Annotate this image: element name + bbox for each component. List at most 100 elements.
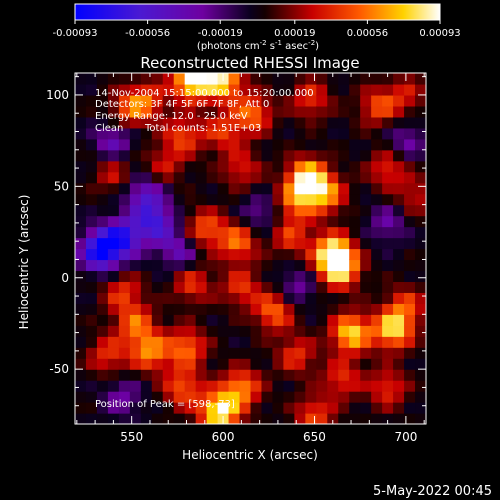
heatmap-cell (371, 204, 383, 217)
heatmap-cell (316, 73, 328, 85)
heatmap-cell (261, 73, 274, 85)
heatmap-cell (272, 325, 285, 337)
heatmap-cell (283, 171, 295, 184)
heatmap-cell (349, 127, 361, 140)
heatmap-cell (173, 380, 186, 392)
heatmap-cell (85, 127, 98, 140)
heatmap-cell (316, 380, 328, 392)
heatmap-cell (305, 347, 317, 359)
heatmap-cell (404, 259, 416, 272)
heatmap-cell (107, 182, 120, 195)
heatmap-cell (129, 237, 142, 250)
heatmap-cell (239, 391, 252, 403)
heatmap-cell (162, 83, 175, 96)
heatmap-cell (162, 94, 175, 107)
heatmap-cell (195, 204, 208, 217)
heatmap-cell (261, 149, 274, 162)
heatmap-cell (195, 73, 208, 85)
heatmap-cell (162, 182, 175, 195)
heatmap-cell (239, 215, 252, 228)
heatmap-cell (272, 182, 285, 195)
heatmap-cell (283, 138, 295, 151)
heatmap-cell (294, 204, 306, 217)
heatmap-cell (327, 358, 339, 370)
heatmap-cell (239, 325, 252, 337)
heatmap-cell (338, 413, 350, 424)
heatmap-cell (217, 358, 230, 370)
heatmap-cell (129, 281, 142, 293)
heatmap-cell (250, 303, 263, 315)
heatmap-cell (195, 336, 208, 348)
heatmap-cell (206, 402, 219, 414)
heatmap-cell (195, 358, 208, 370)
heatmap-cell (261, 292, 274, 304)
heatmap-cell (415, 314, 426, 326)
heatmap-cell (404, 127, 416, 140)
heatmap-cell (327, 259, 339, 272)
heatmap-cell (85, 259, 98, 272)
heatmap-cell (151, 292, 164, 304)
heatmap-cell (140, 127, 153, 140)
heatmap-cell (382, 402, 394, 414)
heatmap-cell (393, 358, 405, 370)
heatmap-cell (272, 292, 285, 304)
heatmap-cell (140, 402, 153, 414)
heatmap-cell (162, 380, 175, 392)
heatmap-cell (294, 73, 306, 85)
heatmap-cell (349, 73, 361, 85)
heatmap-cell (261, 270, 274, 283)
heatmap-cell (404, 391, 416, 403)
heatmap-cell (283, 358, 295, 370)
heatmap-cell (173, 281, 186, 293)
heatmap-cell (151, 127, 164, 140)
heatmap-cell (173, 336, 186, 348)
heatmap-cell (140, 358, 153, 370)
heatmap-cell (415, 116, 426, 129)
annotation-time-range: 14-Nov-2004 15:15:00.000 to 15:20:00.000 (95, 88, 314, 99)
heatmap-cell (129, 380, 142, 392)
heatmap-cell (129, 270, 142, 283)
heatmap-cell (272, 149, 285, 162)
heatmap-cell (184, 171, 197, 184)
heatmap-cell (129, 116, 142, 129)
heatmap-cell (360, 248, 372, 261)
heatmap-cell (371, 116, 383, 129)
heatmap-cell (173, 182, 186, 195)
heatmap-cell (107, 171, 120, 184)
heatmap-cell (195, 270, 208, 283)
heatmap-cell (316, 292, 328, 304)
heatmap-cell (107, 391, 120, 403)
heatmap-cell (140, 182, 153, 195)
heatmap-cell (75, 171, 87, 184)
heatmap-cell (195, 413, 208, 424)
heatmap-cell (96, 402, 109, 414)
heatmap-cell (118, 292, 131, 304)
heatmap-cell (338, 193, 350, 206)
heatmap-cell (75, 292, 87, 304)
heatmap-cell (217, 380, 230, 392)
heatmap-cell (404, 402, 416, 414)
heatmap-cell (173, 116, 186, 129)
heatmap-cell (316, 347, 328, 359)
heatmap-cell (239, 204, 252, 217)
heatmap-cell (140, 281, 153, 293)
heatmap-cell (327, 94, 339, 107)
heatmap-cell (173, 314, 186, 326)
heatmap-cell (173, 259, 186, 272)
heatmap-cell (382, 237, 394, 250)
heatmap-cell (206, 237, 219, 250)
axis-ticks: 550 600 650 700 -50 0 50 100 (46, 73, 426, 444)
heatmap-cell (162, 391, 175, 403)
heatmap-cell (228, 358, 241, 370)
heatmap-cell (239, 380, 252, 392)
heatmap-cell (85, 248, 98, 261)
heatmap-cell (173, 73, 186, 85)
heatmap-cell (382, 105, 394, 118)
heatmap-cell (338, 160, 350, 173)
heatmap-cell (250, 402, 263, 414)
heatmap-cell (404, 116, 416, 129)
heatmap-cell (250, 160, 263, 173)
heatmap-cell (118, 347, 131, 359)
heatmap-cell (107, 105, 120, 118)
heatmap-cell (162, 215, 175, 228)
